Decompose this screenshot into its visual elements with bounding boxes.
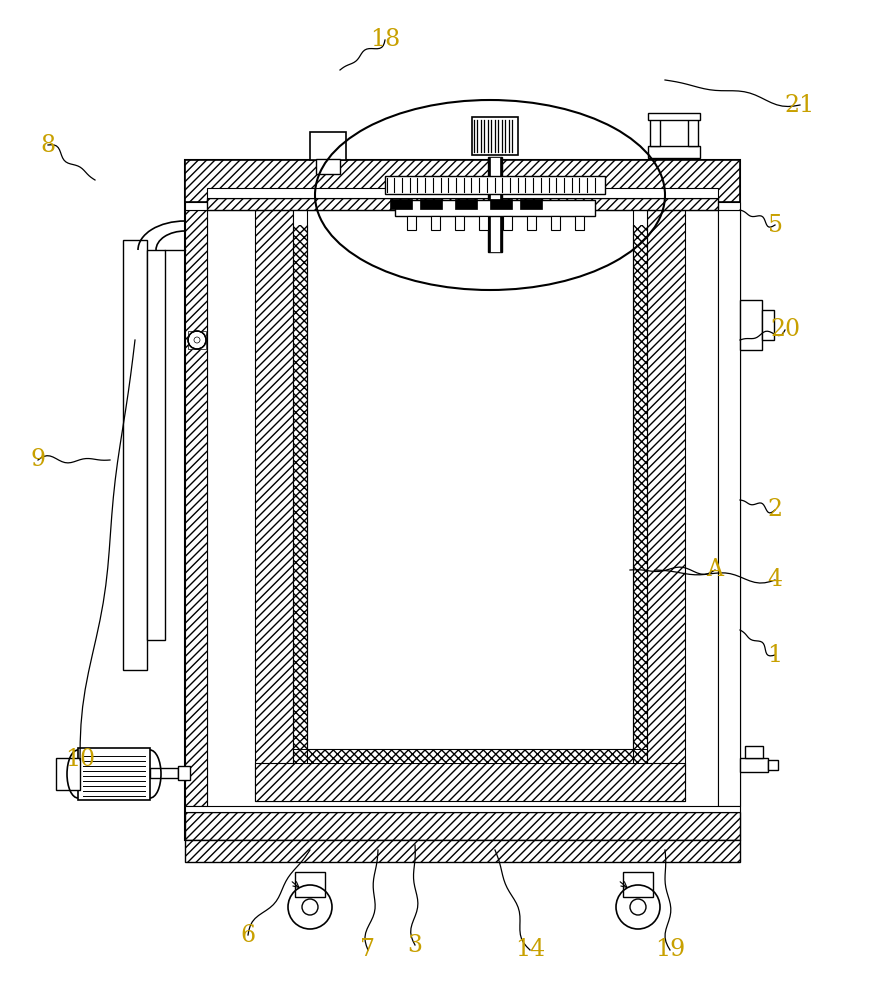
Bar — [527, 216, 536, 230]
Text: 10: 10 — [65, 748, 95, 772]
Bar — [740, 758, 768, 772]
Bar — [307, 210, 633, 749]
Bar — [385, 176, 605, 194]
Bar — [185, 210, 207, 806]
Text: 3: 3 — [408, 934, 423, 956]
Text: 20: 20 — [770, 318, 800, 342]
Text: 4: 4 — [767, 568, 782, 591]
Bar — [185, 812, 740, 840]
Bar — [648, 146, 700, 158]
Text: 7: 7 — [360, 938, 376, 962]
Bar — [150, 768, 178, 778]
Text: 5: 5 — [767, 214, 782, 236]
Text: 8: 8 — [40, 133, 55, 156]
Bar — [293, 210, 307, 763]
Text: A: A — [706, 558, 723, 582]
Bar — [407, 216, 416, 230]
Bar — [185, 202, 740, 210]
Bar — [718, 210, 740, 806]
Bar — [745, 746, 763, 758]
Bar — [455, 199, 477, 209]
Bar — [56, 758, 80, 790]
Bar — [490, 157, 500, 252]
Bar — [688, 116, 698, 146]
Circle shape — [194, 337, 200, 343]
Bar — [395, 200, 595, 216]
Bar — [316, 159, 340, 174]
Bar — [490, 199, 512, 209]
Bar — [185, 160, 740, 840]
Bar — [310, 132, 346, 160]
Bar — [78, 748, 150, 800]
Bar — [520, 199, 542, 209]
Bar — [123, 240, 147, 670]
Bar — [455, 216, 464, 230]
Text: 18: 18 — [370, 28, 401, 51]
Bar — [503, 216, 512, 230]
Bar — [472, 117, 518, 155]
Bar — [293, 749, 647, 763]
Bar — [185, 210, 207, 806]
Bar — [147, 250, 165, 640]
Bar — [718, 210, 740, 806]
Bar — [185, 160, 740, 202]
Bar — [479, 216, 488, 230]
Bar — [185, 806, 740, 812]
Text: 9: 9 — [30, 448, 45, 472]
Text: 21: 21 — [785, 94, 815, 116]
Bar — [650, 116, 660, 146]
Bar — [188, 331, 206, 349]
Bar — [740, 300, 762, 350]
Text: 14: 14 — [515, 938, 545, 962]
Bar — [647, 210, 685, 801]
Text: 6: 6 — [241, 924, 256, 946]
Bar — [762, 310, 774, 340]
Bar — [255, 763, 685, 801]
Bar — [575, 216, 584, 230]
Bar — [207, 198, 718, 210]
Text: 19: 19 — [655, 938, 685, 962]
Bar — [390, 199, 412, 209]
Bar — [185, 840, 740, 862]
Bar — [633, 210, 647, 763]
Bar — [648, 113, 700, 120]
Text: 2: 2 — [767, 498, 782, 522]
Text: 1: 1 — [767, 644, 782, 666]
Bar — [631, 205, 647, 225]
Bar — [431, 216, 440, 230]
Bar — [420, 199, 442, 209]
Bar — [255, 210, 293, 801]
Bar — [488, 157, 502, 252]
Bar — [295, 872, 325, 897]
Bar — [551, 216, 560, 230]
Bar — [623, 872, 653, 897]
Bar — [178, 766, 190, 780]
Bar — [207, 188, 718, 198]
Bar — [293, 205, 309, 225]
Bar — [768, 760, 778, 770]
